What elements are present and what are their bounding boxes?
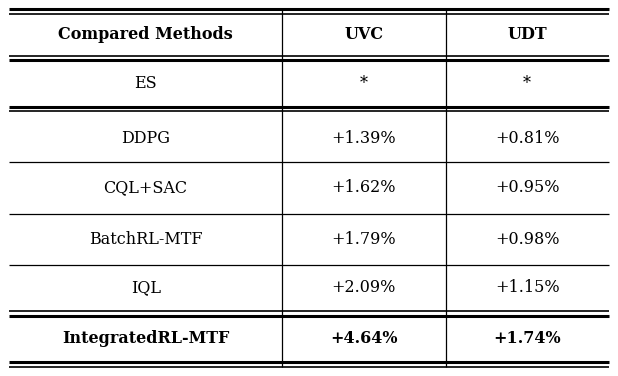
- Text: +1.15%: +1.15%: [495, 279, 559, 296]
- Text: DDPG: DDPG: [121, 130, 170, 147]
- Text: UDT: UDT: [507, 26, 547, 43]
- Text: +0.81%: +0.81%: [495, 130, 559, 147]
- Text: ES: ES: [134, 75, 157, 92]
- Text: CQL+SAC: CQL+SAC: [104, 179, 188, 197]
- Text: +0.98%: +0.98%: [495, 230, 559, 247]
- Text: +1.79%: +1.79%: [331, 230, 396, 247]
- Text: BatchRL-MTF: BatchRL-MTF: [89, 230, 203, 247]
- Text: +1.62%: +1.62%: [332, 179, 396, 197]
- Text: *: *: [360, 75, 368, 92]
- Text: *: *: [523, 75, 531, 92]
- Text: Compared Methods: Compared Methods: [58, 26, 233, 43]
- Text: +1.39%: +1.39%: [331, 130, 396, 147]
- Text: IntegratedRL-MTF: IntegratedRL-MTF: [62, 331, 229, 347]
- Text: +1.74%: +1.74%: [493, 331, 561, 347]
- Text: +0.95%: +0.95%: [495, 179, 559, 197]
- Text: UVC: UVC: [344, 26, 383, 43]
- Text: IQL: IQL: [130, 279, 161, 296]
- Text: +2.09%: +2.09%: [332, 279, 396, 296]
- Text: +4.64%: +4.64%: [330, 331, 397, 347]
